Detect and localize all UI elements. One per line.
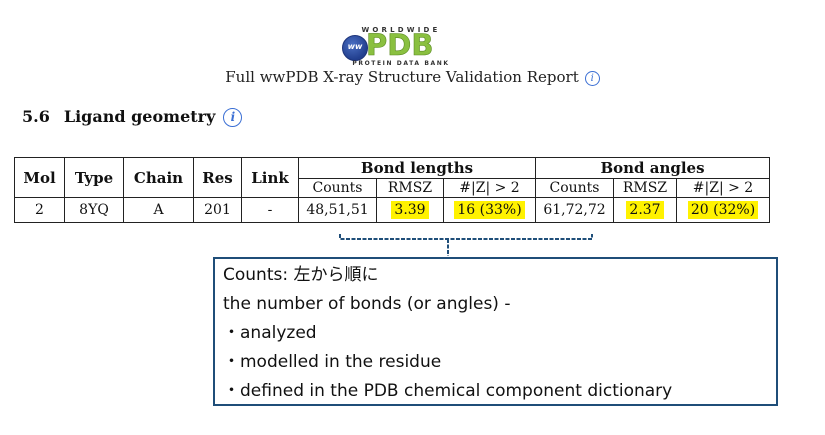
cell-mol: 2 (14, 197, 65, 223)
info-icon[interactable]: i (584, 70, 600, 86)
column-header-type: Type (64, 157, 124, 198)
callout-line: the number of bonds (or angles) - (223, 294, 511, 314)
column-header-chain: Chain (123, 157, 194, 198)
report-title-text: Full wwPDB X-ray Structure Validation Re… (225, 68, 579, 86)
logo-pdb-text: PDB (366, 28, 434, 62)
table-row: 2 8YQ A 201 - 48,51,51 3.39 16 (33%) 61,… (14, 197, 770, 223)
counts-explanation-callout: Counts: 左から順に the number of bonds (or an… (213, 257, 778, 406)
column-header-angle-z: #|Z| > 2 (676, 178, 770, 198)
cell-type: 8YQ (64, 197, 124, 223)
logo-globe-text: ww (347, 42, 363, 51)
cell-link: - (241, 197, 299, 223)
column-header-mol: Mol (14, 157, 65, 198)
section-heading: 5.6 Ligand geometry i (22, 107, 243, 127)
info-icon[interactable]: i (223, 108, 243, 127)
globe-icon: ww (342, 35, 368, 61)
column-header-angle-rmsz: RMSZ (613, 178, 677, 198)
column-group-bond-angles: Bond angles (535, 157, 770, 179)
callout-line: Counts: 左から順に (223, 265, 379, 285)
section-title: Ligand geometry (63, 107, 216, 126)
column-header-bond-rmsz: RMSZ (376, 178, 444, 198)
column-header-bond-z: #|Z| > 2 (443, 178, 536, 198)
logo-worldwide-text: WORLDWIDE (361, 26, 441, 34)
column-group-bond-lengths: Bond lengths (298, 157, 536, 179)
callout-line: ・defined in the PDB chemical component d… (223, 381, 673, 401)
column-header-res: Res (193, 157, 242, 198)
ligand-geometry-table: Mol Type Chain Res Link Bond lengths Bon… (14, 157, 770, 223)
highlighted-value: 16 (33%) (454, 201, 525, 219)
cell-angle-counts: 61,72,72 (535, 197, 614, 223)
cell-angle-rmsz: 2.37 (613, 197, 677, 223)
column-header-angle-counts: Counts (535, 178, 614, 198)
wwpdb-logo: WORLDWIDE ww PDB PROTEIN DATA BANK (336, 26, 466, 67)
counts-bracket (339, 234, 593, 256)
column-header-link: Link (241, 157, 299, 198)
cell-bond-z: 16 (33%) (443, 197, 536, 223)
cell-chain: A (123, 197, 194, 223)
highlighted-value: 3.39 (391, 201, 429, 219)
highlighted-value: 2.37 (626, 201, 664, 219)
cell-angle-z: 20 (32%) (676, 197, 770, 223)
report-title: Full wwPDB X-ray Structure Validation Re… (0, 68, 825, 86)
callout-line: ・analyzed (223, 323, 317, 343)
callout-line: ・modelled in the residue (223, 352, 442, 372)
cell-bond-counts: 48,51,51 (298, 197, 377, 223)
cell-bond-rmsz: 3.39 (376, 197, 444, 223)
column-header-bond-counts: Counts (298, 178, 377, 198)
highlighted-value: 20 (32%) (687, 201, 759, 219)
cell-res: 201 (193, 197, 242, 223)
logo-protein-data-bank-text: PROTEIN DATA BANK (352, 60, 450, 67)
section-number: 5.6 (22, 107, 50, 126)
